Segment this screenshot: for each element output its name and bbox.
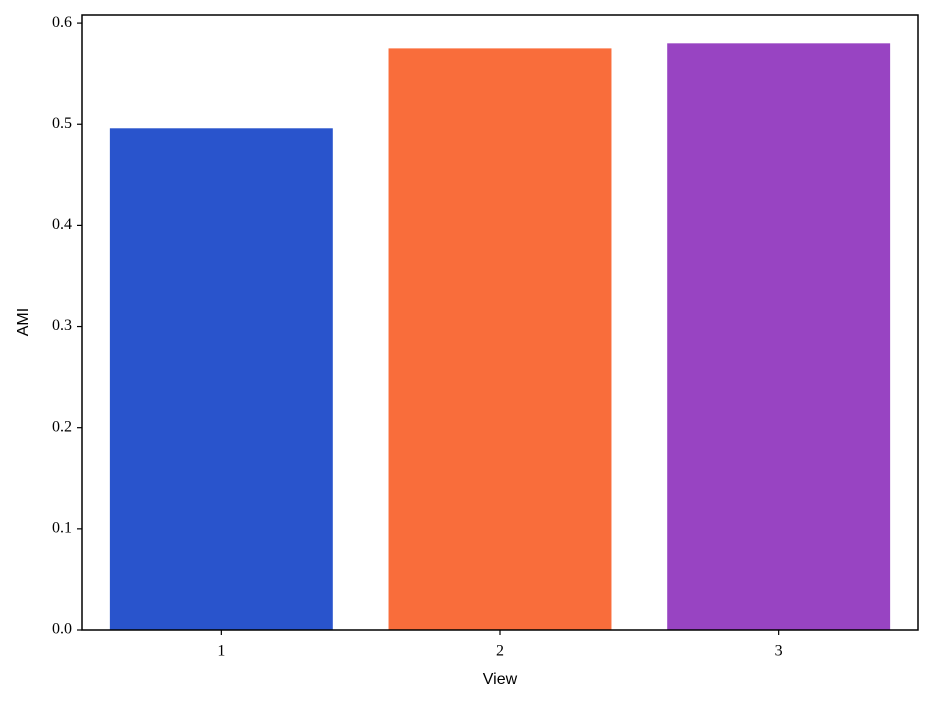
bar [388, 48, 612, 630]
y-tick-label: 0.2 [52, 418, 72, 435]
y-tick-label: 0.1 [52, 520, 72, 537]
plot-frame [81, 14, 919, 631]
bar [667, 43, 891, 630]
y-tick-label: 0.6 [52, 14, 72, 31]
x-tick-label: 3 [775, 643, 783, 660]
x-tick-label: 2 [496, 643, 504, 660]
x-axis-label: View [483, 671, 518, 688]
y-axis-label: AMI [15, 308, 32, 336]
bar [109, 128, 333, 630]
y-tick-label: 0.0 [52, 621, 72, 638]
y-tick-label: 0.3 [52, 317, 72, 334]
y-tick-label: 0.5 [52, 115, 72, 132]
x-tick-label: 1 [217, 643, 225, 660]
y-tick-label: 0.4 [52, 216, 72, 233]
